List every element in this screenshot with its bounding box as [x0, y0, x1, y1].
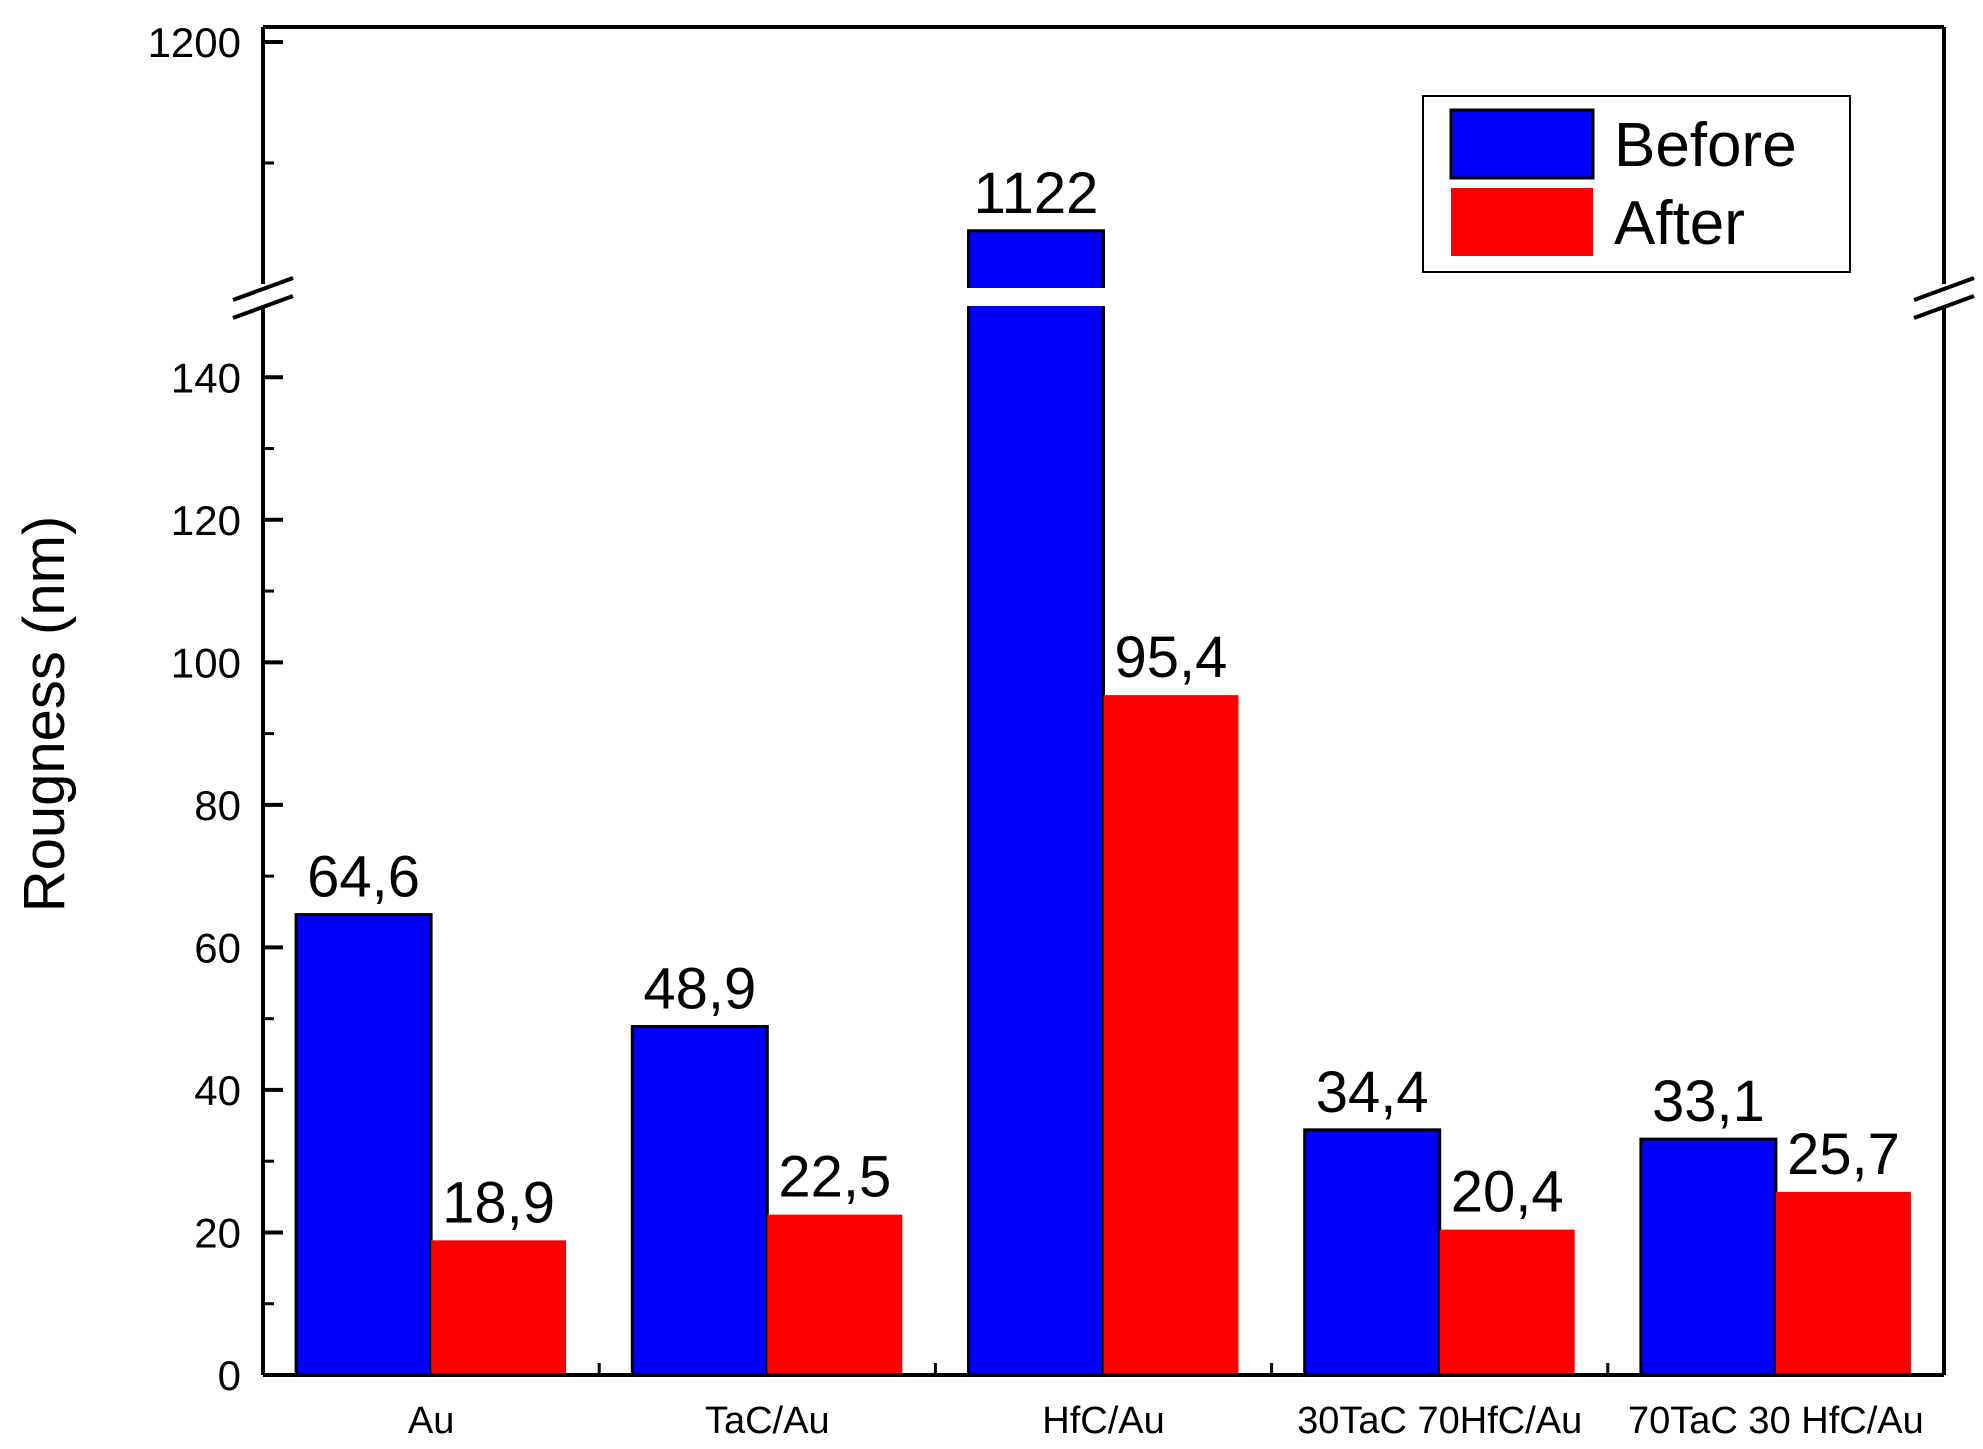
- legend-swatch-after: [1451, 188, 1593, 256]
- legend-label-before: Before: [1614, 111, 1797, 180]
- bar-after-4: [1775, 1191, 1911, 1375]
- plot-frame: [232, 25, 1975, 1377]
- bar-after-0: [431, 1240, 567, 1375]
- axis-break-mark: [1913, 294, 1975, 320]
- x-tick-label-1: TaC/Au: [705, 1400, 830, 1442]
- data-label-after-0: 18,9: [442, 1170, 555, 1235]
- y-tick-label: 60: [194, 924, 241, 971]
- bar-before-0: [294, 913, 433, 1377]
- bar-before-2: [967, 229, 1105, 1377]
- data-label-after-1: 22,5: [778, 1145, 891, 1210]
- y-tick-label: 120: [171, 497, 241, 544]
- y-tick-label: 100: [171, 639, 241, 686]
- y-axis-ticks: 0 20 40 60 80 100 120 140 1200: [148, 19, 1946, 1399]
- data-label-before-1: 48,9: [643, 957, 756, 1022]
- bar-after-1: [767, 1214, 903, 1375]
- data-label-before-4: 33,1: [1652, 1069, 1765, 1134]
- y-tick-label: 1200: [148, 19, 241, 66]
- axis-break-mark: [1913, 276, 1975, 302]
- axis-break-mark: [232, 294, 294, 320]
- data-label-after-3: 20,4: [1451, 1160, 1564, 1225]
- data-labels: 64,6 18,9 48,9 22,5 1122 95,4 34,4 20,4 33,1 25,7: [307, 161, 1900, 1236]
- legend-swatch-before: [1449, 108, 1595, 180]
- x-tick-label-0: Au: [408, 1400, 454, 1442]
- y-tick-label: 140: [171, 354, 241, 401]
- data-label-before-0: 64,6: [307, 845, 420, 910]
- bar-before-4: [1639, 1137, 1778, 1377]
- axis-break-mark: [232, 276, 294, 302]
- bars-layer: [294, 229, 1911, 1377]
- data-label-after-2: 95,4: [1115, 625, 1228, 690]
- bar-before-1: [630, 1025, 769, 1377]
- data-label-before-2: 1122: [974, 161, 1099, 226]
- legend-label-after: After: [1614, 189, 1745, 258]
- y-tick-label: 20: [194, 1209, 241, 1256]
- x-tick-label-4: 70TaC 30 HfC/Au: [1628, 1400, 1924, 1442]
- y-tick-label: 80: [194, 782, 241, 829]
- x-tick-label-2: HfC/Au: [1042, 1400, 1164, 1442]
- legend: Before After: [1422, 95, 1851, 273]
- bar-after-3: [1439, 1229, 1575, 1375]
- bar-before-3: [1303, 1128, 1442, 1377]
- y-tick-label: 40: [194, 1067, 241, 1114]
- bar-after-2: [1103, 695, 1239, 1375]
- bar-break-gap: [964, 288, 1108, 306]
- data-label-after-4: 25,7: [1787, 1122, 1900, 1187]
- x-tick-label-3: 30TaC 70HfC/Au: [1297, 1400, 1582, 1442]
- x-axis-tick-labels: Au TaC/Au HfC/Au 30TaC 70HfC/Au 70TaC 30 HfC…: [408, 1400, 1924, 1442]
- data-label-before-3: 34,4: [1316, 1060, 1429, 1125]
- y-tick-label: 0: [218, 1352, 241, 1399]
- y-axis-title: Rougness (nm): [12, 516, 77, 912]
